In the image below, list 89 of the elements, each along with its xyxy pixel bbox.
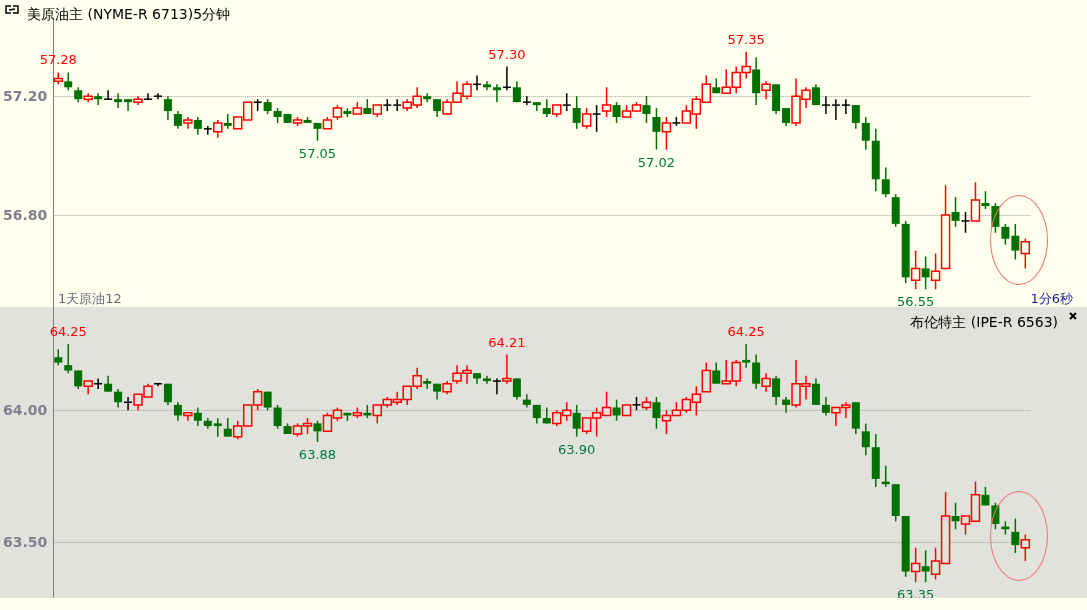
annotation: 57.30 bbox=[488, 46, 526, 62]
candlestick bbox=[772, 375, 781, 406]
candlestick bbox=[821, 396, 830, 417]
text: 布伦特主 (IPE-R 6563) bbox=[910, 314, 1059, 330]
candlestick bbox=[104, 89, 113, 100]
annotation: 64.21 bbox=[488, 334, 526, 350]
candlestick bbox=[851, 104, 860, 130]
y-tick-label: 57.20 bbox=[2, 88, 48, 105]
candlestick bbox=[951, 196, 960, 228]
annotation: 57.05 bbox=[298, 145, 337, 161]
annotation: 57.28 bbox=[39, 52, 77, 68]
candlestick bbox=[921, 549, 930, 583]
candlestick bbox=[393, 98, 402, 112]
candlestick bbox=[601, 86, 612, 118]
candlestick bbox=[921, 255, 930, 290]
candlestick bbox=[173, 401, 182, 422]
chart-title: 美原油主 (NYME-R 6713)5分钟 bbox=[27, 6, 231, 22]
candlestick bbox=[642, 95, 651, 124]
candlestick bbox=[831, 98, 840, 121]
candlestick bbox=[572, 404, 581, 438]
candlestick bbox=[482, 80, 491, 92]
candlestick bbox=[203, 125, 212, 136]
y-tick-label: 56.80 bbox=[2, 206, 48, 223]
candlestick bbox=[752, 56, 761, 106]
candlestick bbox=[661, 116, 672, 151]
candlestick bbox=[124, 98, 133, 112]
annotation: 63.88 bbox=[298, 446, 337, 462]
candlestick bbox=[492, 377, 501, 396]
candlestick bbox=[712, 361, 721, 385]
candlestick bbox=[1011, 517, 1020, 554]
candlestick bbox=[1020, 237, 1031, 270]
candlestick bbox=[522, 393, 531, 409]
candlestick bbox=[970, 181, 981, 222]
candlestick bbox=[223, 113, 232, 130]
candlestick bbox=[930, 252, 941, 290]
candlestick bbox=[522, 95, 531, 106]
candlestick bbox=[1020, 533, 1031, 562]
candlestick bbox=[652, 107, 661, 151]
candlestick bbox=[701, 361, 712, 393]
candlestick bbox=[94, 92, 103, 106]
annotation: 64.25 bbox=[727, 324, 765, 340]
candlestick bbox=[114, 92, 123, 109]
candlestick bbox=[861, 422, 870, 456]
candlestick bbox=[572, 95, 581, 130]
annotation: 1天原油12 bbox=[58, 291, 122, 306]
annotation: 63.90 bbox=[558, 441, 596, 457]
annotation: 57.02 bbox=[637, 154, 676, 170]
candlestick bbox=[64, 343, 73, 374]
candlestick bbox=[782, 396, 791, 414]
annotation: 57.35 bbox=[727, 31, 765, 47]
candlestick bbox=[502, 353, 512, 385]
candlestick bbox=[143, 92, 152, 100]
candlestick bbox=[423, 92, 432, 103]
candlestick bbox=[861, 116, 870, 151]
candlestick bbox=[951, 502, 960, 530]
annotation: 56.55 bbox=[897, 294, 935, 310]
candlestick bbox=[532, 101, 541, 112]
candlestick bbox=[74, 369, 83, 390]
candlestick bbox=[652, 396, 661, 430]
y-tick-label: 63.50 bbox=[2, 534, 48, 551]
candlestick bbox=[193, 406, 202, 427]
candlestick bbox=[213, 417, 222, 438]
candlestick bbox=[423, 377, 432, 390]
annotation: 64.25 bbox=[49, 324, 87, 340]
candlestick bbox=[881, 166, 890, 198]
candlestick bbox=[742, 343, 751, 369]
candlestick bbox=[114, 388, 123, 409]
candlestick bbox=[1011, 223, 1020, 261]
text: 1分6秒 bbox=[1030, 291, 1073, 306]
candlestick bbox=[1001, 223, 1010, 246]
candlestick bbox=[223, 417, 232, 438]
candlestick bbox=[273, 404, 282, 430]
candlestick bbox=[163, 95, 172, 121]
candlestick bbox=[910, 249, 921, 290]
candlestick bbox=[761, 372, 771, 393]
candlestick bbox=[811, 377, 820, 406]
candlestick bbox=[752, 353, 761, 390]
candlestick bbox=[821, 95, 830, 115]
candlestick bbox=[910, 546, 921, 583]
candlestick bbox=[581, 107, 592, 130]
candlestick bbox=[592, 104, 601, 133]
y-tick-label: 64.00 bbox=[2, 402, 48, 419]
candlestick bbox=[492, 83, 501, 103]
candlestick bbox=[841, 98, 850, 115]
candlestick bbox=[612, 101, 621, 124]
candlestick bbox=[961, 211, 970, 234]
candlestick bbox=[313, 420, 322, 443]
candlestick bbox=[512, 377, 521, 401]
candlestick bbox=[124, 396, 133, 411]
